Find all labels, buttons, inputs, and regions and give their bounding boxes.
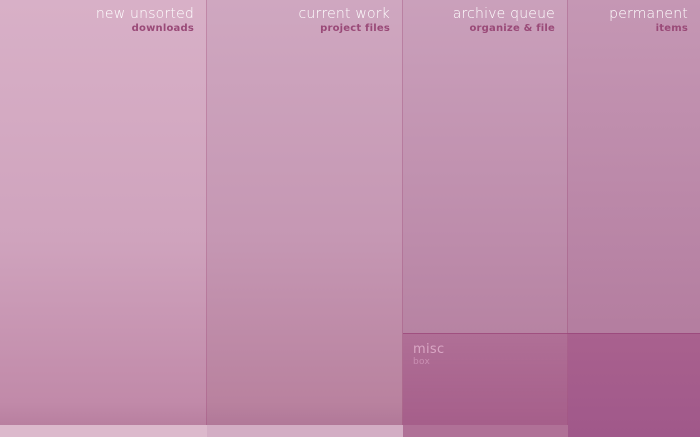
misc-box-zone[interactable]: misc box (403, 333, 568, 425)
bottom-strip-misc (403, 425, 568, 437)
misc-subtitle: box (413, 357, 431, 367)
bottom-strip (0, 425, 403, 437)
misc-title: misc (413, 342, 445, 357)
column-title: new unsorted (95, 6, 194, 22)
column-subtitle: downloads (131, 23, 194, 34)
column-subtitle: project files (320, 23, 390, 34)
column-header: archive queue organize & file (453, 6, 555, 35)
column-subtitle: items (655, 23, 688, 34)
column-header: new unsorted downloads (96, 6, 194, 35)
column-header: permanent items (609, 6, 688, 35)
column-subtitle: organize & file (469, 23, 555, 34)
column-title: archive queue (452, 6, 555, 22)
column-header: current work project files (299, 6, 390, 35)
column-title: current work (298, 6, 390, 22)
permanent-lower-zone[interactable] (568, 333, 700, 437)
column-title: permanent (609, 6, 688, 22)
misc-label: misc box (413, 343, 444, 368)
column-current-work[interactable]: current work project files (207, 0, 403, 437)
column-new-unsorted[interactable]: new unsorted downloads (0, 0, 207, 437)
